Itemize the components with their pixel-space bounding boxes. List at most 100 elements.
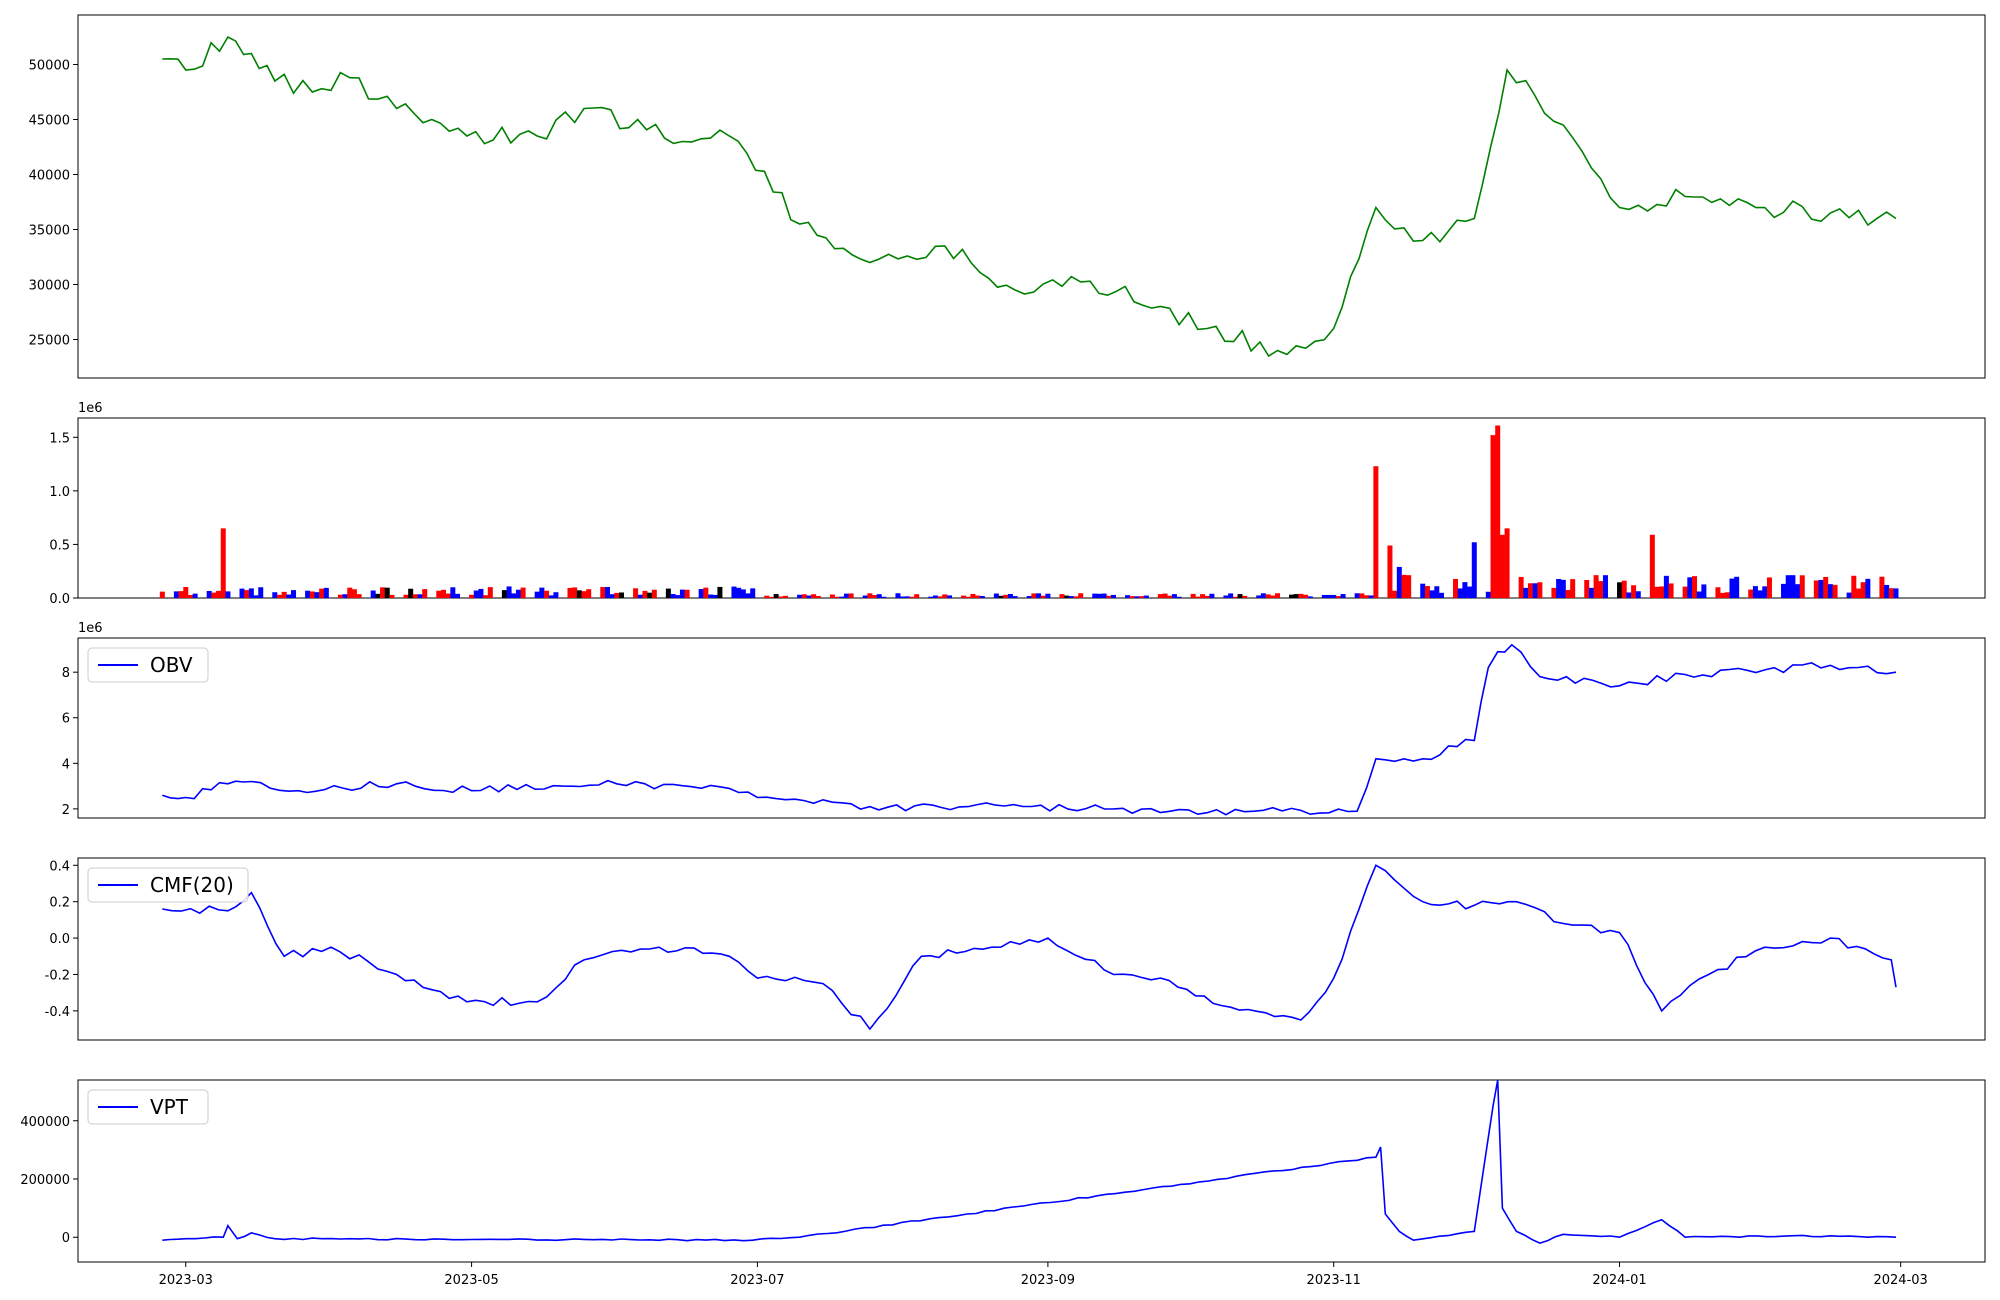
volume-bar: [1518, 576, 1524, 598]
volume-bar: [1570, 579, 1576, 598]
volume-bar: [281, 591, 287, 598]
volume-bar: [211, 592, 217, 598]
volume-bar: [932, 595, 938, 598]
volume-bar: [206, 590, 212, 598]
volume-bar: [1654, 586, 1660, 598]
volume-bar: [244, 590, 250, 598]
volume-bar: [380, 587, 386, 598]
volume-bar: [159, 591, 165, 598]
axes-frame: [77, 14, 1986, 379]
volume-bar: [1659, 586, 1665, 598]
volume-bar: [647, 592, 653, 598]
axes-frame: [77, 1079, 1986, 1263]
volume-bar: [1101, 593, 1107, 598]
volume-bar: [600, 587, 606, 598]
volume-bar: [1434, 586, 1440, 598]
volume-bar: [698, 589, 704, 598]
volume-bar: [1387, 545, 1393, 598]
legend-label: VPT: [150, 1095, 189, 1119]
volume-bar: [248, 588, 254, 598]
volume-bar: [548, 595, 554, 598]
volume-bar: [351, 589, 357, 598]
volume-bar: [633, 588, 639, 598]
volume-bar: [286, 594, 292, 598]
volume-bar: [670, 593, 676, 598]
volume-bar: [614, 592, 620, 598]
series-line: [162, 864, 1897, 1031]
volume-bar: [1499, 534, 1505, 598]
volume-bar: [553, 592, 559, 598]
volume-bar: [1162, 593, 1168, 598]
x-tick-label: 2024-03: [1873, 1273, 1927, 1288]
volume-bar: [1631, 585, 1637, 598]
volume-bar: [1129, 596, 1135, 598]
y-tick-label: 8: [62, 666, 70, 681]
volume-bar: [276, 594, 282, 598]
x-tick-label: 2023-03: [159, 1273, 213, 1288]
volume-bar: [1064, 595, 1070, 598]
volume-bar: [1195, 596, 1201, 598]
volume-bar: [1007, 594, 1013, 598]
volume-bar: [305, 590, 311, 598]
volume-bar: [1003, 594, 1009, 598]
volume-bar: [389, 594, 395, 598]
y-tick-label: 6: [62, 712, 70, 727]
volume-bar: [1228, 593, 1234, 598]
volume-bar: [1298, 593, 1304, 598]
volume-bar: [501, 590, 507, 598]
volume-bar: [1092, 593, 1098, 598]
volume-bar: [436, 590, 442, 598]
volume-bar: [1401, 574, 1407, 598]
volume-bar: [187, 594, 193, 598]
axis-offset-label: 1e6: [78, 621, 103, 636]
volume-bar: [1799, 575, 1805, 598]
volume-bar: [1588, 587, 1594, 598]
volume-bar: [347, 587, 353, 598]
volume-bar: [1556, 578, 1562, 598]
volume-bar: [970, 593, 976, 598]
volume-bar: [1663, 575, 1669, 598]
y-tick-label: 200000: [20, 1173, 70, 1188]
volume-bar: [1232, 596, 1238, 598]
volume-bar: [843, 593, 849, 598]
volume-bar: [1068, 596, 1074, 598]
x-tick-label: 2024-01: [1592, 1273, 1646, 1288]
volume-bar: [1012, 596, 1018, 598]
volume-bar: [1331, 594, 1337, 598]
volume-bar: [1635, 591, 1641, 598]
volume-bar: [1420, 583, 1426, 598]
volume-bar: [309, 591, 315, 598]
volume-bar: [708, 594, 714, 598]
volume-bar: [1125, 595, 1131, 598]
y-tick-label: -0.4: [45, 1005, 70, 1020]
volume-bar: [1429, 590, 1435, 598]
volume-bar: [511, 593, 517, 598]
volume-bar: [178, 591, 184, 598]
volume-bar: [783, 595, 789, 598]
volume-bar: [412, 594, 418, 598]
volume-bar: [1584, 580, 1590, 598]
volume-bar: [965, 596, 971, 598]
volume-bar: [1860, 582, 1866, 598]
legend-box: [87, 1089, 209, 1125]
volume-bar: [342, 594, 348, 598]
volume-bar: [848, 593, 854, 598]
volume-bar: [1307, 596, 1313, 598]
volume-bar: [1790, 575, 1796, 598]
panel-1: 25000 30000 35000 40000 45000 50000: [29, 14, 1986, 379]
volume-bar: [1884, 584, 1890, 598]
volume-bar: [1818, 579, 1824, 598]
volume-bar: [736, 587, 742, 598]
axes-frame: [77, 637, 1986, 819]
axes-frame: [77, 417, 1986, 599]
volume-bar: [1832, 584, 1838, 598]
volume-bar: [1396, 566, 1402, 598]
volume-bar: [1368, 595, 1374, 598]
volume-bar: [731, 586, 737, 598]
legend-label: OBV: [150, 653, 193, 677]
volume-bar: [815, 595, 821, 598]
y-tick-label: 40000: [29, 169, 70, 184]
volume-bar: [811, 594, 817, 598]
volume-bar: [829, 594, 835, 598]
volume-bar: [1762, 586, 1768, 598]
